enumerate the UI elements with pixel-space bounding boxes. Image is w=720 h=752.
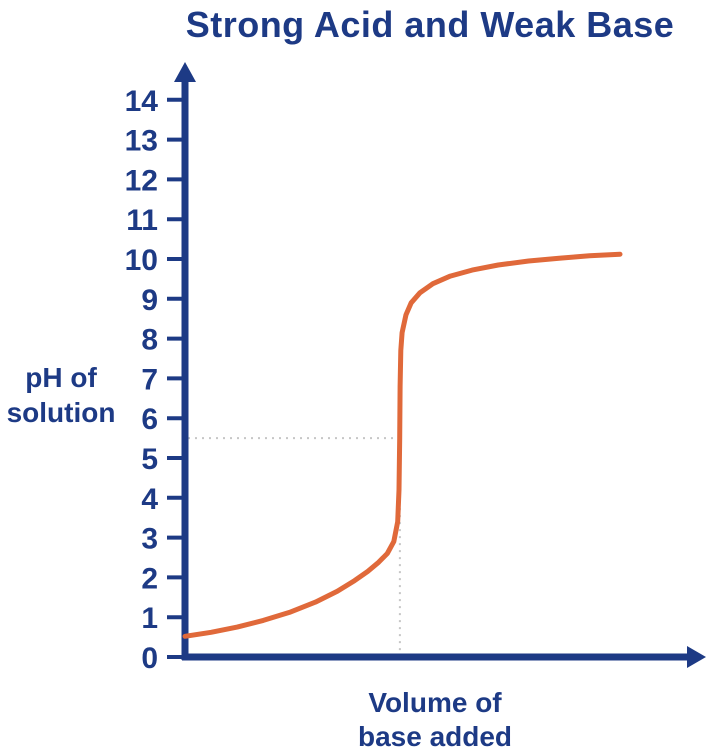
y-tick-label: 5	[141, 443, 158, 476]
titration-curve	[182, 251, 623, 639]
y-tick-label: 3	[141, 523, 158, 556]
y-tick-label: 2	[141, 562, 158, 595]
y-tick-label: 12	[125, 164, 158, 197]
y-tick-label: 9	[141, 284, 158, 317]
x-axis-arrow-icon	[687, 646, 706, 668]
y-tick-label: 11	[126, 204, 158, 237]
x-axis-label-line2: base added	[357, 721, 513, 752]
y-tick-label: 8	[141, 324, 158, 357]
y-axis-label-line2: solution	[6, 397, 116, 428]
y-tick-label: 10	[125, 244, 158, 277]
y-tick-label: 4	[141, 483, 158, 516]
x-axis-label: Volume of base added	[280, 686, 590, 752]
x-axis-label-line1: Volume of	[368, 687, 502, 718]
y-axis-label: pH of solution	[0, 360, 122, 430]
chart-title: Strong Acid and Weak Base	[185, 4, 675, 45]
y-axis-arrow-icon	[174, 62, 196, 82]
y-tick-label: 7	[141, 363, 158, 396]
y-tick-label: 0	[141, 642, 158, 675]
y-tick-label: 1	[141, 602, 158, 635]
y-axis-label-line1: pH of	[25, 362, 97, 393]
y-tick-label: 6	[141, 403, 158, 436]
y-tick-label: 13	[125, 125, 158, 158]
y-tick-label: 14	[125, 85, 159, 118]
